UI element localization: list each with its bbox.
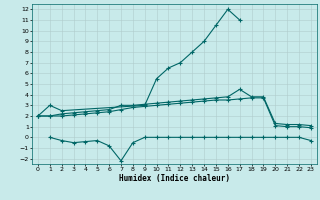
X-axis label: Humidex (Indice chaleur): Humidex (Indice chaleur) xyxy=(119,174,230,183)
